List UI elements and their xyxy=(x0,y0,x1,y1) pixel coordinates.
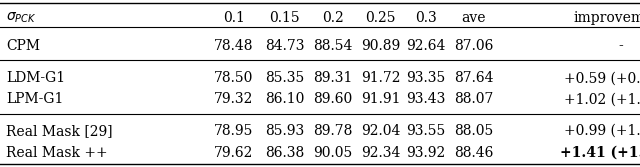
Text: 0.3: 0.3 xyxy=(415,11,436,25)
Text: 84.73: 84.73 xyxy=(265,39,305,53)
Text: 89.31: 89.31 xyxy=(313,71,353,86)
Text: 79.32: 79.32 xyxy=(214,92,253,106)
Text: 88.54: 88.54 xyxy=(313,39,353,53)
Text: 85.93: 85.93 xyxy=(265,124,305,138)
Text: 91.72: 91.72 xyxy=(361,71,401,86)
Text: 90.05: 90.05 xyxy=(313,146,353,160)
Text: 0.1: 0.1 xyxy=(223,11,244,25)
Text: 78.48: 78.48 xyxy=(214,39,253,53)
Text: 0.2: 0.2 xyxy=(322,11,344,25)
Text: +0.99 (+1.14%): +0.99 (+1.14%) xyxy=(564,124,640,138)
Text: LDM-G1: LDM-G1 xyxy=(6,71,65,86)
Text: 91.91: 91.91 xyxy=(361,92,401,106)
Text: Real Mask ++: Real Mask ++ xyxy=(6,146,108,160)
Text: +1.41 (+1.62%): +1.41 (+1.62%) xyxy=(559,146,640,160)
Text: $\sigma_{PCK}$: $\sigma_{PCK}$ xyxy=(6,10,37,25)
Text: +0.59 (+0.67%): +0.59 (+0.67%) xyxy=(564,71,640,86)
Text: 93.35: 93.35 xyxy=(406,71,445,86)
Text: Real Mask [29]: Real Mask [29] xyxy=(6,124,113,138)
Text: 90.89: 90.89 xyxy=(361,39,401,53)
Text: 93.92: 93.92 xyxy=(406,146,445,160)
Text: 86.38: 86.38 xyxy=(265,146,305,160)
Text: 87.06: 87.06 xyxy=(454,39,493,53)
Text: 88.05: 88.05 xyxy=(454,124,493,138)
Text: +1.02 (+1.17%): +1.02 (+1.17%) xyxy=(564,92,640,106)
Text: 89.78: 89.78 xyxy=(313,124,353,138)
Text: 85.35: 85.35 xyxy=(265,71,305,86)
Text: 88.46: 88.46 xyxy=(454,146,493,160)
Text: LPM-G1: LPM-G1 xyxy=(6,92,64,106)
Text: ave: ave xyxy=(461,11,486,25)
Text: 93.43: 93.43 xyxy=(406,92,445,106)
Text: CPM: CPM xyxy=(6,39,40,53)
Text: 88.07: 88.07 xyxy=(454,92,493,106)
Text: improvement: improvement xyxy=(574,11,640,25)
Text: 78.50: 78.50 xyxy=(214,71,253,86)
Text: 0.25: 0.25 xyxy=(365,11,396,25)
Text: 92.34: 92.34 xyxy=(361,146,401,160)
Text: 87.64: 87.64 xyxy=(454,71,493,86)
Text: 92.64: 92.64 xyxy=(406,39,445,53)
Text: 93.55: 93.55 xyxy=(406,124,445,138)
Text: 86.10: 86.10 xyxy=(265,92,305,106)
Text: 89.60: 89.60 xyxy=(313,92,353,106)
Text: 79.62: 79.62 xyxy=(214,146,253,160)
Text: 92.04: 92.04 xyxy=(361,124,401,138)
Text: 0.15: 0.15 xyxy=(269,11,300,25)
Text: -: - xyxy=(618,39,623,53)
Text: 78.95: 78.95 xyxy=(214,124,253,138)
